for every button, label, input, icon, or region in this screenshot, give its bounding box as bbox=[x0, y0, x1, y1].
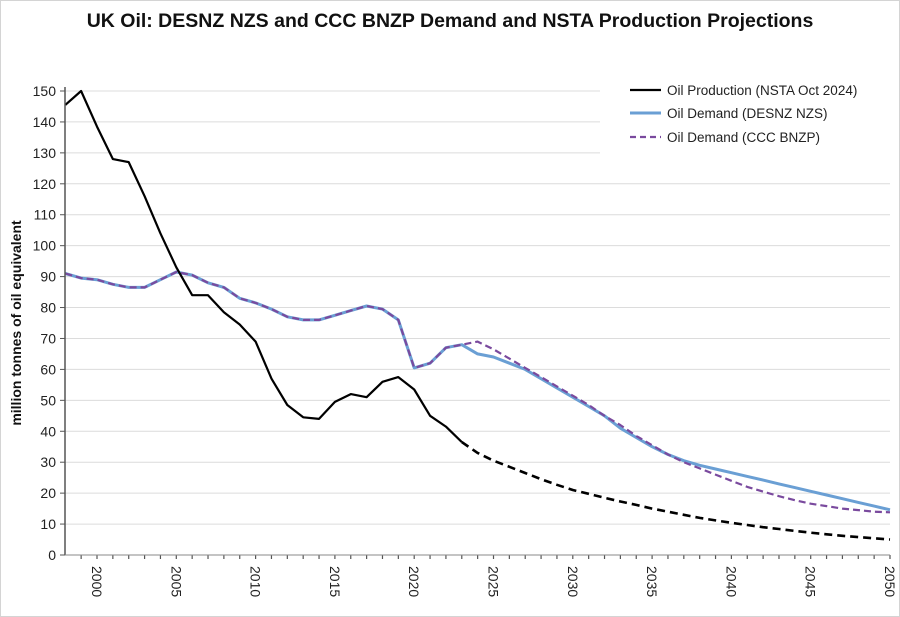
x-tick-label: 2035 bbox=[644, 566, 660, 597]
x-tick-label: 2000 bbox=[89, 566, 105, 597]
x-tick-label: 2040 bbox=[723, 566, 739, 597]
y-tick-label: 30 bbox=[40, 454, 56, 470]
x-axis-ticks: 2000 2005 2010 2015 2020 2025 2030 2035 2040 2045… bbox=[80, 555, 898, 597]
y-tick-label: 100 bbox=[33, 238, 57, 254]
x-tick-label: 2050 bbox=[882, 566, 898, 597]
y-tick-label: 40 bbox=[40, 423, 56, 439]
y-tick-label: 50 bbox=[40, 392, 56, 408]
x-tick-label: 2045 bbox=[803, 566, 819, 597]
y-axis-ticks: 0 10 20 30 40 50 60 70 80 90 100 110 120 130 140 150 bbox=[33, 83, 65, 563]
y-tick-label: 0 bbox=[48, 547, 56, 563]
x-tick-label: 2005 bbox=[168, 566, 184, 597]
series-lines bbox=[64, 89, 891, 541]
series-line-production-projection bbox=[461, 441, 891, 541]
legend-label-production: Oil Production (NSTA Oct 2024) bbox=[667, 83, 857, 98]
y-tick-label: 60 bbox=[40, 361, 56, 377]
chart-title: UK Oil: DESNZ NZS and CCC BNZP Demand an… bbox=[86, 10, 814, 32]
x-tick-label: 2030 bbox=[565, 566, 581, 597]
x-tick-label: 2020 bbox=[406, 566, 422, 597]
legend: Oil Production (NSTA Oct 2024) Oil Deman… bbox=[600, 76, 895, 154]
y-tick-label: 140 bbox=[33, 114, 57, 130]
y-tick-label: 150 bbox=[33, 83, 57, 99]
y-tick-label: 20 bbox=[40, 485, 56, 501]
x-tick-label: 2025 bbox=[486, 566, 502, 597]
y-tick-label: 120 bbox=[33, 176, 57, 192]
y-tick-label: 10 bbox=[40, 516, 56, 532]
y-axis-label: million tonnes of oil equivalent bbox=[8, 220, 24, 426]
y-tick-label: 80 bbox=[40, 300, 56, 316]
y-tick-label: 130 bbox=[33, 145, 57, 161]
y-tick-label: 110 bbox=[34, 207, 57, 223]
x-tick-label: 2015 bbox=[327, 566, 343, 597]
series-line-ccc-demand bbox=[64, 270, 891, 514]
x-tick-label: 2010 bbox=[248, 566, 264, 597]
gridlines bbox=[65, 90, 890, 525]
y-tick-label: 90 bbox=[40, 269, 56, 285]
series-line-production-historical bbox=[64, 89, 463, 443]
legend-label-ccc: Oil Demand (CCC BNZP) bbox=[667, 130, 820, 145]
y-tick-label: 70 bbox=[40, 330, 56, 346]
legend-label-desnz: Oil Demand (DESNZ NZS) bbox=[667, 106, 828, 121]
